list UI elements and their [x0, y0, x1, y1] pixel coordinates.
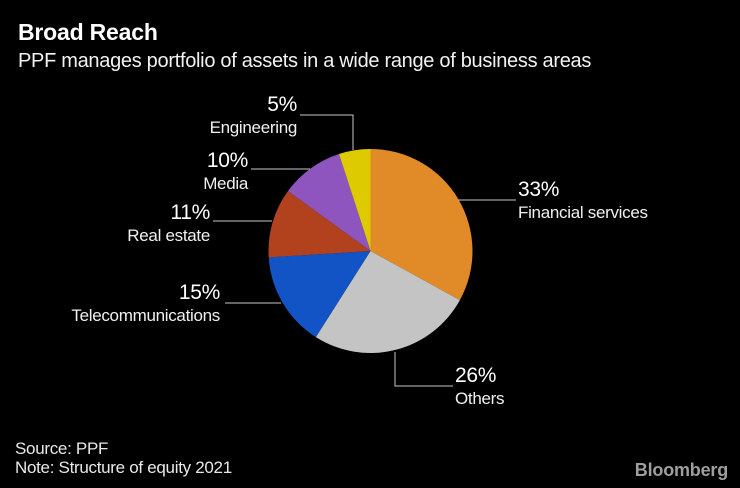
label-financial-services-value: 33%	[518, 178, 560, 201]
pie-slice-others	[315, 251, 460, 353]
leader-line-engineering	[300, 114, 354, 150]
source-note: Source: PPF	[15, 439, 109, 458]
pie-slice-financial-services	[370, 149, 473, 301]
chart-title: Broad Reach	[18, 19, 158, 45]
label-telecommunications-name: Telecommunications	[71, 306, 220, 325]
label-others: 26% Others	[455, 364, 505, 408]
label-telecommunications: 15% Telecommunications	[71, 281, 220, 325]
label-media: 10% Media	[203, 149, 248, 193]
label-financial-services: 33% Financial services	[518, 178, 648, 222]
structure-note: Note: Structure of equity 2021	[15, 458, 232, 477]
bloomberg-logo: Bloomberg	[634, 460, 728, 480]
label-real-estate-value: 11%	[170, 201, 210, 224]
label-engineering-value: 5%	[267, 93, 297, 116]
label-others-name: Others	[455, 389, 505, 408]
pie-slices-group	[268, 149, 473, 353]
pie-slice-media	[287, 153, 371, 251]
label-engineering-name: Engineering	[209, 118, 298, 137]
leader-line-others	[394, 352, 453, 387]
label-real-estate-name: Real estate	[127, 226, 210, 245]
label-others-value: 26%	[455, 364, 497, 387]
label-engineering: 5% Engineering	[209, 93, 298, 137]
label-telecommunications-value: 15%	[178, 281, 220, 304]
chart-header: Broad Reach PPF manages portfolio of ass…	[18, 19, 591, 73]
pie-slice-engineering	[338, 149, 371, 251]
chart-subtitle: PPF manages portfolio of assets in a wid…	[18, 50, 592, 72]
pie-slice-real-estate	[268, 191, 371, 258]
leader-lines-group	[213, 114, 516, 387]
label-real-estate: 11% Real estate	[127, 201, 210, 245]
label-financial-services-name: Financial services	[518, 203, 648, 222]
label-media-value: 10%	[206, 149, 248, 172]
label-media-name: Media	[203, 174, 248, 193]
pie-slice-telecommunications	[268, 251, 371, 338]
chart-footer: Source: PPF Note: Structure of equity 20…	[15, 439, 232, 477]
